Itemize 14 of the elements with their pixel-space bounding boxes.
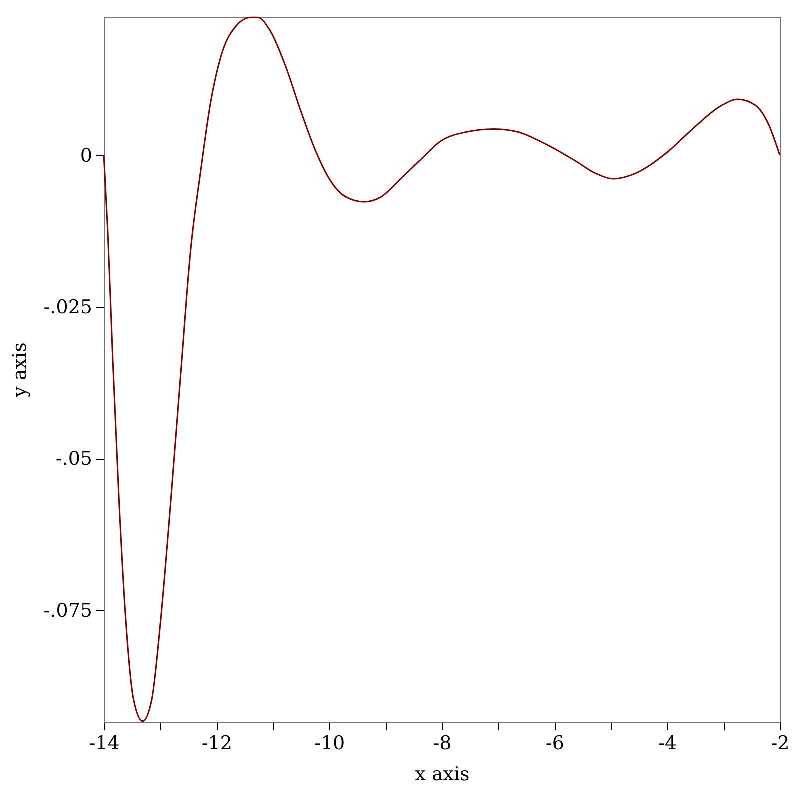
x-tick-label: -8 bbox=[433, 732, 452, 754]
x-tick-label: -4 bbox=[658, 732, 678, 754]
y-tick-label: -.05 bbox=[56, 448, 92, 470]
x-tick-label: -2 bbox=[771, 732, 790, 754]
x-axis-title: x axis bbox=[415, 764, 470, 786]
x-tick-label: -10 bbox=[314, 732, 346, 754]
x-tick-label: -12 bbox=[202, 732, 232, 754]
y-axis-title: y axis bbox=[8, 342, 31, 398]
y-tick-label: -.025 bbox=[44, 296, 92, 319]
line-series bbox=[103, 16, 781, 722]
y-tick-label: 0 bbox=[80, 144, 92, 167]
x-tick-label: -14 bbox=[89, 732, 120, 754]
y-tick-label: -.075 bbox=[44, 600, 92, 622]
x-tick-label: -6 bbox=[546, 732, 564, 754]
